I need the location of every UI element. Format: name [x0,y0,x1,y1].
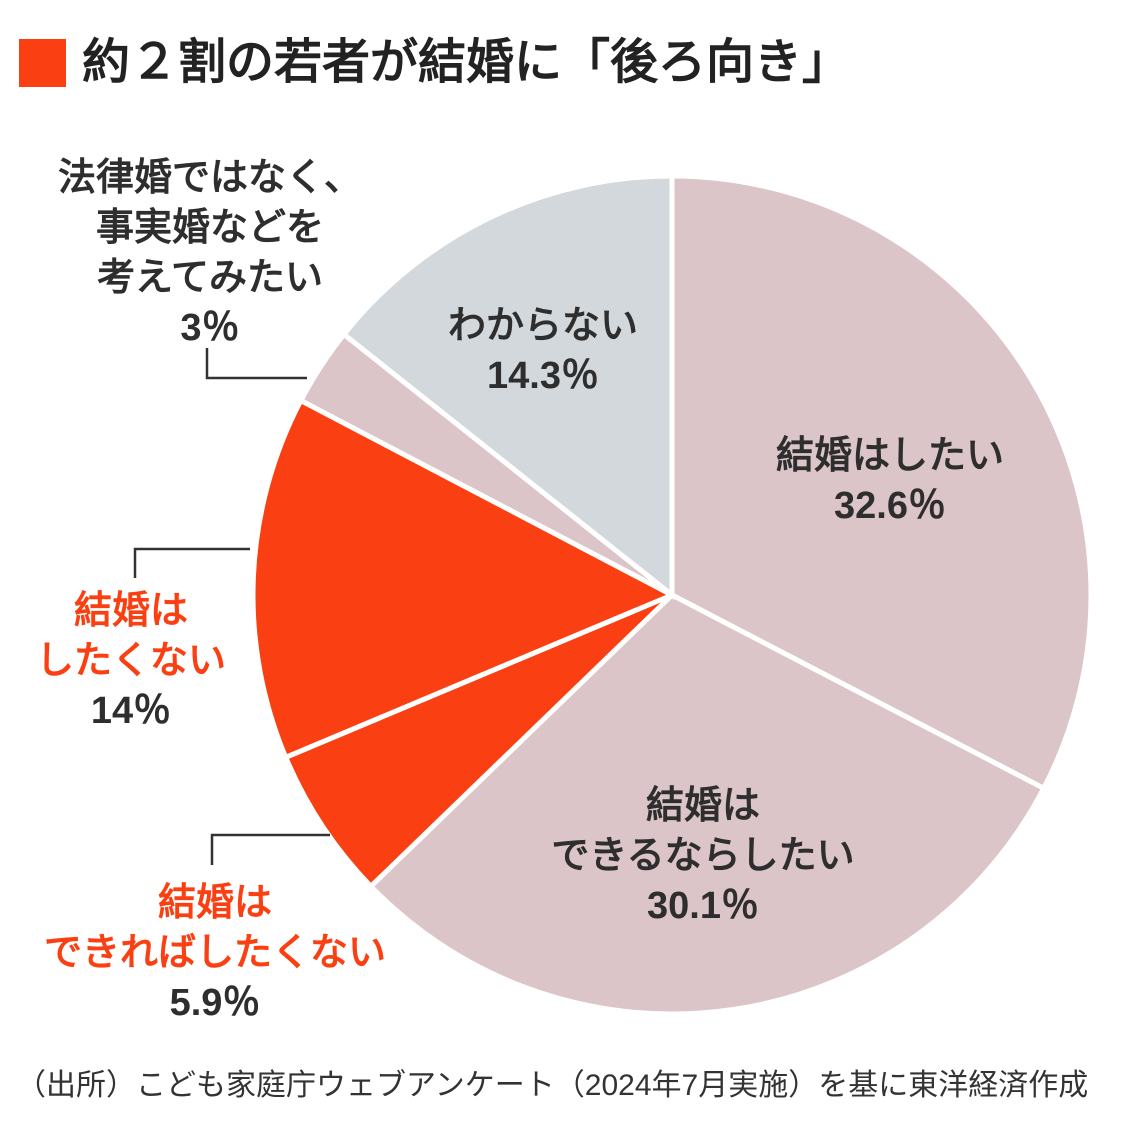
pie-slice-rather-not [282,592,674,890]
label-want-marriage-text: 結婚はしたい [775,435,1005,477]
label-not-want-pct: 14％ [90,690,172,732]
label-rather-not-text1: 結婚は [157,882,273,924]
label-de-facto-text1: 法律婚ではなく、 [57,157,363,199]
label-rather-not: 結婚は できればしたくない 5.9％ [44,878,386,1028]
title-bullet-square [19,39,66,87]
label-want-if-possible-text2: できるならしたい [551,835,855,877]
source-note: （出所）こども家庭庁ウェブアンケート（2024年7月実施）を基に東洋経済作成 [16,1069,1089,1102]
label-de-facto-pct: 3％ [180,307,240,349]
label-unknown: わからない 14.3％ [448,301,638,401]
connector-rather-not [210,833,330,865]
label-not-want-text2: したくない [35,640,227,682]
page-title: 約２割の若者が結婚に「後ろ向き」 [82,36,851,89]
header: 約２割の若者が結婚に「後ろ向き」 [19,36,850,90]
connector-lines [133,348,330,865]
label-unknown-text: わからない [447,305,639,347]
pie-slices [250,173,1094,1017]
pie-slice-unknown [340,173,675,601]
label-want-if-possible-pct: 30.1％ [647,885,759,927]
connector-de-facto [205,348,307,380]
label-want-marriage-pct: 32.6％ [834,485,946,527]
label-want-if-possible-text1: 結婚は [645,785,760,827]
pie-slice-not-want [250,397,678,761]
connector-not-want [133,547,250,578]
label-rather-not-pct: 5.9％ [169,982,261,1024]
label-de-facto-text3: 考えてみたい [96,257,324,299]
label-not-want: 結婚は したくない 14％ [36,586,226,736]
pie-slice-want-if-possible [367,591,1048,1017]
label-want-marriage: 結婚はしたい 32.6％ [776,431,1004,531]
pie-slice-want [669,173,1094,792]
label-rather-not-text2: できればしたくない [43,932,387,974]
label-want-if-possible: 結婚は できるならしたい 30.1％ [551,781,854,931]
label-not-want-text1: 結婚は [73,590,189,632]
label-unknown-pct: 14.3％ [487,355,599,397]
label-de-facto: 法律婚ではなく、 事実婚などを 考えてみたい 3％ [58,153,362,353]
label-de-facto-text2: 事実婚などを [95,207,325,249]
